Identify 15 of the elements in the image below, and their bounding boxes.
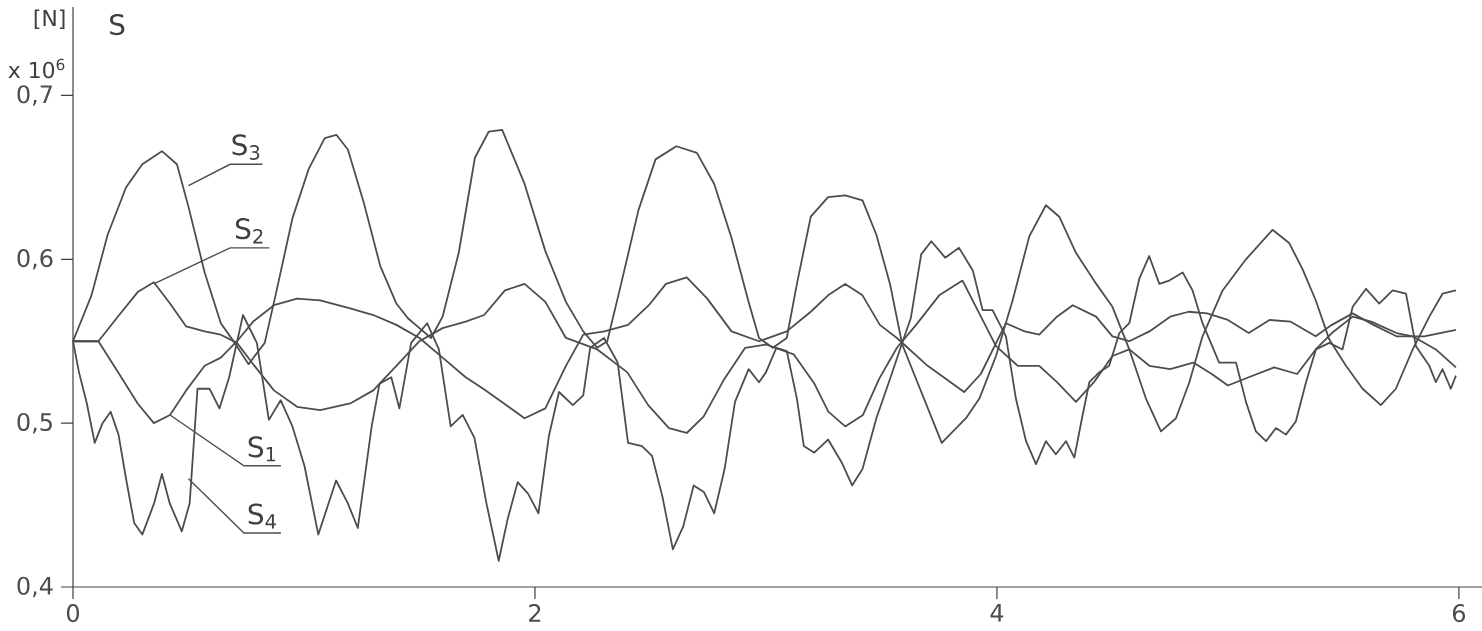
x-tick-label: 6 — [1452, 604, 1466, 623]
y-tick-label: 0,5 — [17, 412, 52, 434]
series-label: S$_{3}$ — [232, 134, 260, 160]
x-tick-label: 0 — [66, 604, 80, 623]
y-axis-title: S — [110, 14, 125, 36]
text: S$_{1}$ — [248, 436, 276, 462]
y-tick-label: 0,7 — [17, 85, 52, 106]
series-label: S$_{4}$ — [248, 503, 276, 529]
x-tick-label: 2 — [529, 604, 541, 622]
text: [N] — [34, 9, 65, 29]
y-tick-label: 0,4 — [17, 576, 53, 598]
x-tick-label: 4 — [990, 604, 1004, 622]
text: x 10$^{6}$ — [8, 58, 65, 79]
legend-label: S$_{2}$ — [235, 218, 263, 244]
y-tick-label: 0,6 — [17, 249, 53, 270]
